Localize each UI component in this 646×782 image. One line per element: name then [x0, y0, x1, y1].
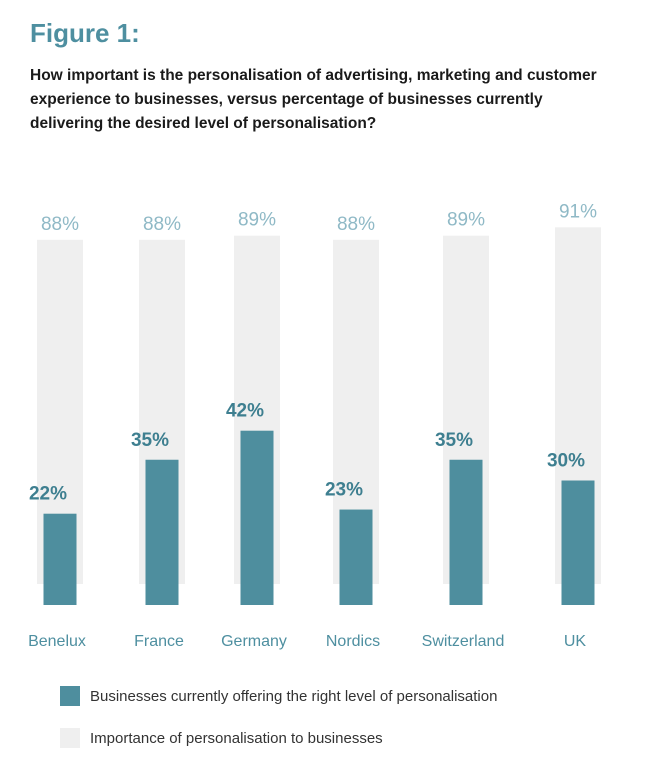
importance-label-germany: 89%	[238, 210, 276, 231]
importance-label-switzerland: 89%	[447, 210, 485, 231]
chart-question: How important is the personalisation of …	[30, 67, 597, 132]
offering-label-germany: 42%	[226, 401, 264, 422]
category-label-switzerland: Switzerland	[422, 633, 505, 650]
bar-chart: 88% 22% Benelux 88% 35% France 89% 42% Germany 88…	[28, 201, 601, 650]
importance-label-uk: 91%	[559, 201, 597, 222]
offering-label-switzerland: 35%	[435, 430, 473, 451]
legend-item-importance: Importance of personalisation to busines…	[60, 728, 630, 748]
offering-label-france: 35%	[131, 430, 169, 451]
category-label-uk: UK	[564, 633, 587, 650]
importance-label-france: 88%	[143, 214, 181, 235]
offering-bar-switzerland	[449, 459, 483, 605]
category-label-nordics: Nordics	[326, 633, 380, 650]
importance-label-nordics: 88%	[337, 214, 375, 235]
legend-swatch-importance	[60, 728, 80, 748]
category-label-germany: Germany	[221, 633, 287, 650]
offering-bar-uk	[561, 480, 595, 605]
legend-swatch-offering	[60, 686, 80, 706]
offering-label-nordics: 23%	[325, 480, 363, 501]
offering-label-uk: 30%	[547, 451, 585, 472]
category-label-benelux: Benelux	[28, 633, 86, 650]
offering-bar-benelux	[43, 513, 77, 605]
category-label-france: France	[134, 633, 184, 650]
legend-label-importance: Importance of personalisation to busines…	[90, 729, 383, 747]
importance-label-benelux: 88%	[41, 214, 79, 235]
legend-label-offering: Businesses currently offering the right …	[90, 687, 498, 705]
offering-bar-france	[145, 459, 179, 605]
figure-title: Figure 1:	[30, 18, 140, 48]
legend-item-offering: Businesses currently offering the right …	[60, 686, 630, 706]
offering-bar-germany	[240, 430, 274, 605]
offering-bar-nordics	[339, 509, 373, 605]
offering-label-benelux: 22%	[29, 484, 67, 505]
